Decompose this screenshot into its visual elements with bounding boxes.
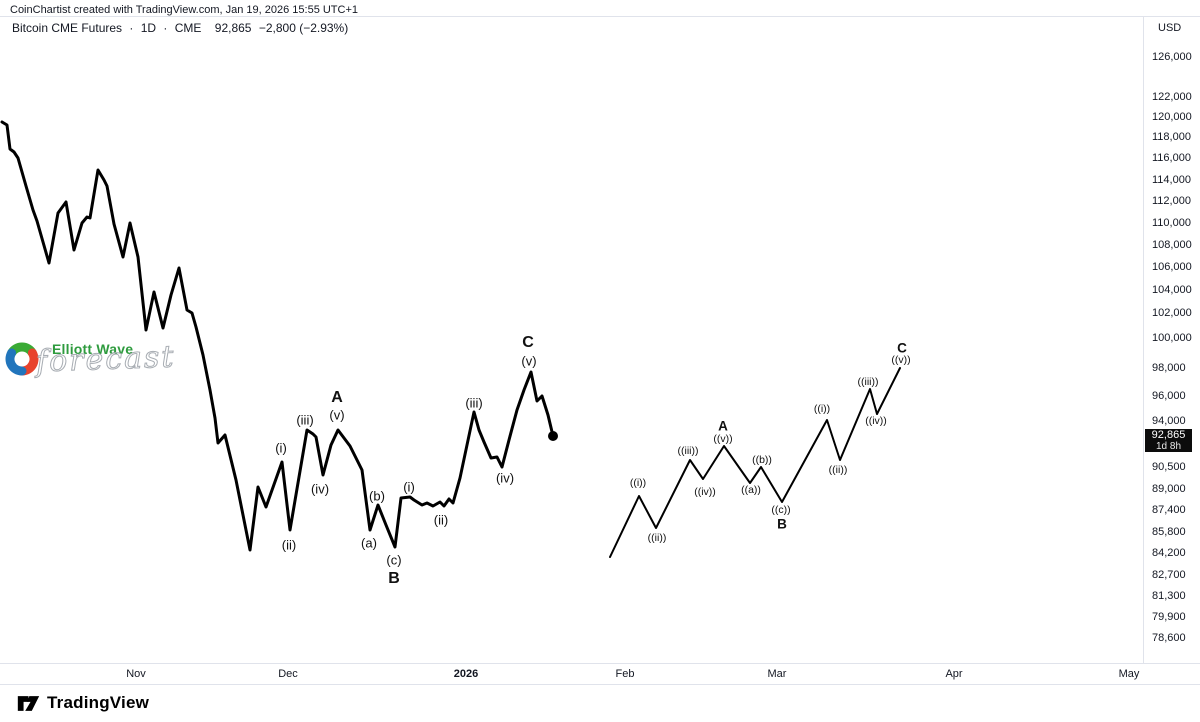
wave-label-iv: ((iv)) — [694, 486, 716, 498]
price-tick: 114,000 — [1152, 174, 1191, 186]
time-tick: Apr — [945, 667, 963, 680]
price-tick: 108,000 — [1152, 239, 1192, 251]
time-tick: 2026 — [453, 667, 479, 680]
price-tick: 96,000 — [1152, 390, 1186, 402]
price-tick: 89,000 — [1152, 483, 1186, 495]
wave-label-ii: (ii) — [433, 512, 449, 528]
price-tick: 100,000 — [1152, 332, 1192, 344]
wave-label-b: (b) — [369, 488, 385, 504]
interval-label: 1D — [140, 21, 157, 35]
timescale-divider-top — [0, 663, 1200, 664]
exchange-label: CME — [174, 21, 202, 35]
last-price: 92,865 — [214, 21, 252, 35]
price-tick: 126,000 — [1152, 51, 1192, 63]
price-tick: 84,200 — [1152, 547, 1186, 559]
price-line[interactable] — [0, 120, 555, 552]
last-price-dot — [548, 431, 558, 441]
time-tick: Dec — [278, 667, 298, 680]
wave-label-i: (i) — [403, 479, 415, 495]
wave-label-iii: (iii) — [296, 412, 314, 428]
price-tick: 104,000 — [1152, 284, 1192, 296]
wave-label-c: (c) — [386, 552, 402, 568]
elliottwave-swirl-icon — [5, 342, 39, 376]
time-tick: May — [1118, 667, 1140, 680]
separator-dot: · — [163, 21, 168, 35]
timescale-divider-bottom — [0, 684, 1200, 685]
wave-label-A: A — [718, 418, 728, 434]
wave-label-v: ((v)) — [713, 433, 733, 445]
tradingview-brand-text: TradingView — [47, 693, 150, 712]
wave-label-a: (a) — [361, 535, 377, 551]
price-scale[interactable]: USD 126,000 122,000 120,000 118,000 116,000 1… — [1143, 0, 1200, 663]
wave-label-iii: (iii) — [465, 395, 483, 411]
wave-label-ii: ((ii)) — [647, 532, 667, 544]
price-tick: 102,000 — [1152, 307, 1192, 319]
price-tick: 118,000 — [1152, 131, 1191, 143]
price-tick: 120,000 — [1152, 111, 1192, 123]
time-tick: Mar — [767, 667, 787, 680]
wave-label-i: ((i)) — [629, 477, 647, 489]
price-tick: 87,400 — [1152, 504, 1186, 516]
symbol-name: Bitcoin CME Futures — [12, 21, 123, 35]
time-scale[interactable]: Nov Dec 2026 Feb Mar Apr May — [0, 663, 1200, 684]
attribution-text: CoinChartist created with TradingView.co… — [10, 4, 359, 16]
price-tick: 85,800 — [1152, 526, 1186, 538]
time-tick: Feb — [615, 667, 635, 680]
price-change: −2,800 (−2.93%) — [258, 21, 349, 35]
wave-label-c: ((c)) — [771, 504, 791, 516]
price-tick: 122,000 — [1152, 91, 1192, 103]
wave-label-C: C — [522, 334, 534, 351]
wave-label-C: C — [897, 340, 907, 356]
wave-label-i: (i) — [275, 440, 287, 456]
wave-label-iii: ((iii)) — [857, 376, 879, 388]
last-price-badge: 92,865 1d 8h — [1145, 429, 1192, 452]
price-tick: 82,700 — [1152, 569, 1186, 581]
wave-label-ii: ((ii)) — [828, 464, 848, 476]
price-tick: 81,300 — [1152, 590, 1186, 602]
price-tick: 78,600 — [1152, 632, 1186, 644]
price-tick: 98,000 — [1152, 362, 1186, 374]
elliottwave-forecast-watermark: Elliott Wave forecast — [0, 334, 176, 384]
price-tick: 112,000 — [1152, 195, 1191, 207]
projected_path-line[interactable] — [609, 367, 901, 558]
price-tick: 94,000 — [1152, 415, 1186, 427]
price-tick: 79,900 — [1152, 611, 1186, 623]
price-tick: 106,000 — [1152, 261, 1192, 273]
badge-price: 92,865 — [1151, 429, 1186, 441]
badge-countdown: 1d 8h — [1155, 441, 1182, 452]
tradingview-icon — [17, 695, 40, 711]
chart-pane[interactable]: (i) (ii) (iii) (iv) A (v) (a) (b) (c) B (i) (ii) (ii… — [0, 16, 1143, 663]
wave-label-v: (v) — [521, 353, 537, 369]
tradingview-logo[interactable]: TradingView — [17, 690, 149, 716]
wave-label-iv: (iv) — [495, 470, 515, 486]
time-tick: Nov — [126, 667, 146, 680]
wave-label-A: A — [331, 389, 343, 406]
price-tick: 110,000 — [1152, 217, 1191, 229]
price-line-canvas — [0, 120, 901, 558]
wave-label-B: B — [388, 570, 400, 587]
separator-dot: · — [129, 21, 134, 35]
watermark-script: forecast — [35, 339, 177, 380]
wave-label-iv: (iv) — [310, 481, 330, 497]
price-tick: 90,500 — [1152, 461, 1186, 473]
wave-label-ii: (ii) — [281, 537, 297, 553]
wave-label-v: ((v)) — [891, 354, 911, 366]
wave-label-B: B — [777, 516, 787, 532]
price-tick: 116,000 — [1152, 152, 1191, 164]
top-divider — [0, 16, 1200, 17]
wave-label-iii: ((iii)) — [677, 445, 699, 457]
wave-label-i: ((i)) — [813, 403, 831, 415]
wave-label-v: (v) — [329, 407, 345, 423]
wave-label-a: ((a)) — [741, 484, 761, 496]
symbol-header[interactable]: Bitcoin CME Futures · 1D · CME 92,865 −2… — [12, 21, 352, 35]
axis-divider — [1143, 16, 1144, 663]
wave-label-iv: ((iv)) — [865, 415, 887, 427]
wave-label-b: ((b)) — [752, 454, 772, 466]
currency-label: USD — [1158, 22, 1182, 34]
watermark-title: Elliott Wave — [52, 341, 134, 357]
